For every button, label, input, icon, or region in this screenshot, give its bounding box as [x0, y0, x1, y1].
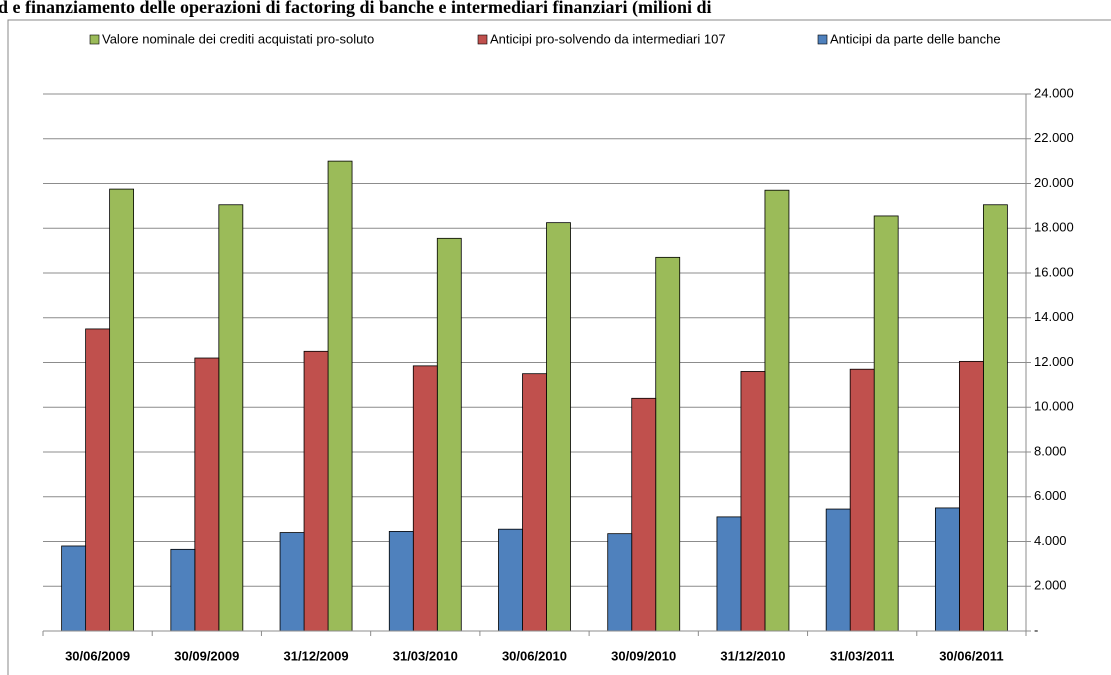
bar	[498, 528, 523, 632]
bar	[61, 545, 87, 632]
x-tick-label: 31/12/2010	[720, 648, 785, 663]
x-tick-label: 30/06/2011	[939, 648, 1003, 663]
bar	[982, 204, 1008, 632]
bar	[279, 532, 305, 632]
legend-swatch	[817, 34, 828, 45]
y-tick-label: 14.000	[1034, 309, 1074, 324]
bar	[631, 397, 657, 632]
y-tick-label: 16.000	[1034, 264, 1074, 279]
bar	[849, 368, 875, 632]
legend-swatch	[477, 34, 488, 45]
x-tick-label: 30/06/2009	[65, 648, 130, 663]
x-tick-label: 31/12/2009	[284, 648, 349, 663]
bar	[327, 160, 353, 632]
y-tick-label: 2.000	[1034, 578, 1067, 593]
bar	[522, 373, 547, 632]
x-tick-label: 31/03/2011	[830, 648, 894, 663]
bar	[764, 189, 790, 632]
legend-label: Valore nominale dei crediti acquistati p…	[102, 31, 374, 46]
bar	[388, 531, 414, 632]
bar	[825, 508, 851, 632]
y-tick-label: 20.000	[1034, 175, 1074, 190]
bar	[716, 516, 742, 632]
bar	[546, 222, 571, 632]
x-tick-label: 30/09/2010	[611, 648, 676, 663]
legend-label: Anticipi da parte delle banche	[830, 31, 1001, 46]
bar	[607, 533, 633, 632]
x-tick-label: 31/03/2010	[393, 648, 458, 663]
y-tick-label: 10.000	[1034, 399, 1074, 414]
y-tick-label: -	[1034, 622, 1038, 637]
y-tick-label: 12.000	[1034, 354, 1074, 369]
y-tick-label: 4.000	[1034, 533, 1067, 548]
y-tick-label: 18.000	[1034, 220, 1074, 235]
legend-swatch	[89, 34, 100, 45]
x-tick-label: 30/09/2009	[174, 648, 239, 663]
bar	[873, 215, 899, 632]
chart-title: d e finanziamento delle operazioni di fa…	[0, 0, 711, 18]
x-tick-label: 30/06/2010	[502, 648, 567, 663]
bar	[934, 507, 960, 632]
bar	[194, 357, 220, 632]
bar	[740, 371, 766, 632]
bar	[85, 328, 111, 632]
legend-label: Anticipi pro-solvendo da intermediari 10…	[490, 31, 726, 46]
bar	[170, 548, 196, 632]
y-tick-label: 8.000	[1034, 443, 1067, 458]
bar	[958, 360, 984, 632]
y-tick-label: 22.000	[1034, 130, 1074, 145]
y-tick-label: 24.000	[1034, 85, 1074, 100]
bar	[218, 204, 244, 632]
bar	[655, 256, 681, 632]
bar	[109, 188, 135, 632]
bar	[412, 365, 438, 632]
bar	[436, 237, 462, 632]
bar	[303, 350, 329, 632]
y-tick-label: 6.000	[1034, 488, 1067, 503]
